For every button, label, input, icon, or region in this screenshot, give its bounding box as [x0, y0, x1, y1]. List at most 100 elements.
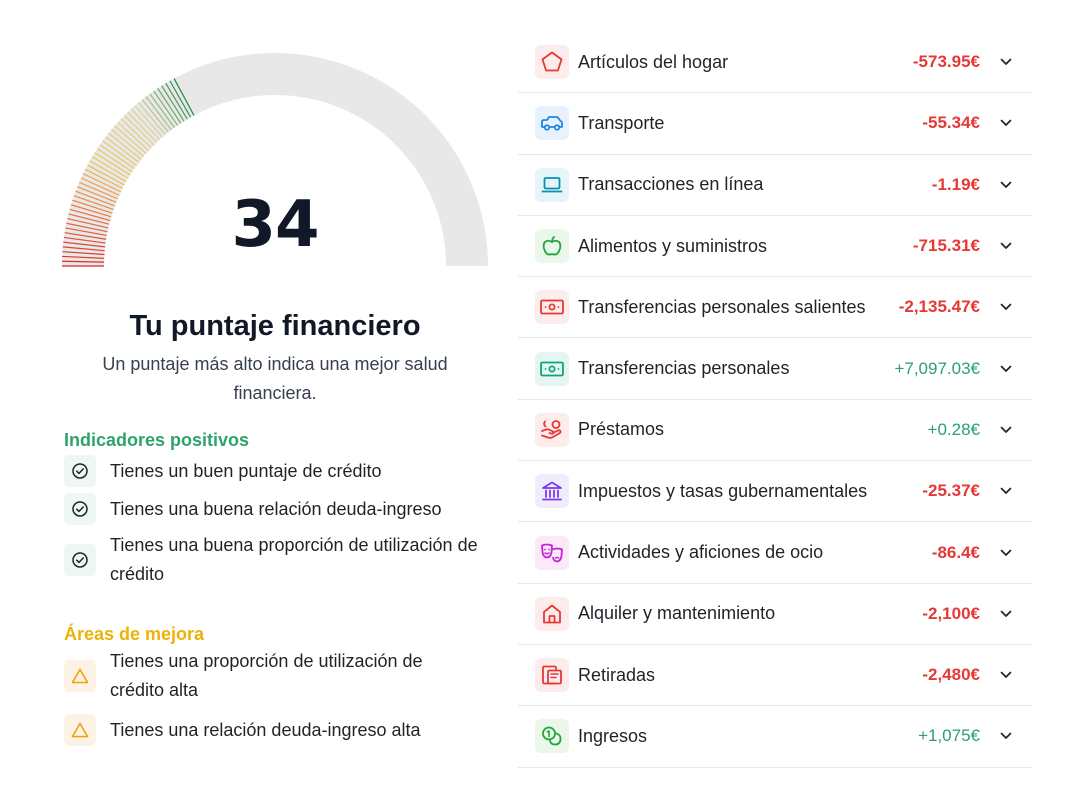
- gauge-tick: [161, 85, 185, 122]
- gauge-tick: [117, 121, 150, 152]
- check-circle-icon: [64, 455, 96, 487]
- gauge-tick: [69, 208, 111, 222]
- gauge-tick: [114, 125, 147, 154]
- gauge-tick: [80, 177, 120, 196]
- gauge-tick: [157, 87, 182, 124]
- gauge-tick: [141, 99, 169, 133]
- gauge-progress: [62, 78, 195, 267]
- improvement-item: Tienes una relación deuda-ingreso alta: [64, 714, 494, 746]
- gauge-tick: [153, 90, 179, 126]
- gauge-tick: [149, 93, 175, 129]
- chevron-down-icon[interactable]: [980, 487, 1032, 495]
- category-amount: -2,100€: [922, 603, 980, 623]
- home-icon: [535, 596, 569, 631]
- gauge-tick: [108, 132, 142, 160]
- category-row[interactable]: Alquiler y mantenimiento -2,100€: [518, 584, 1032, 645]
- category-list: Artículos del hogar -573.95€ Transporte …: [518, 32, 1032, 768]
- gauge-tick: [63, 236, 106, 244]
- gauge-tick: [120, 118, 152, 149]
- positive-indicators-title: Indicadores positivos: [64, 430, 250, 450]
- chevron-down-icon[interactable]: [980, 303, 1032, 311]
- score-title: Tu puntaje financiero: [129, 310, 421, 342]
- category-label: Alimentos y suministros: [578, 235, 768, 256]
- category-row[interactable]: Ingresos +1,075€: [518, 706, 1032, 768]
- gauge-tick: [123, 114, 155, 146]
- chevron-down-icon[interactable]: [980, 610, 1032, 618]
- coins-icon: [535, 719, 569, 754]
- category-label: Retiradas: [578, 664, 656, 685]
- gauge-tick: [67, 218, 109, 229]
- category-label: Transferencias personales: [578, 358, 790, 379]
- hand-coins-icon: [535, 412, 569, 447]
- chevron-down-icon[interactable]: [980, 242, 1032, 250]
- category-row[interactable]: Préstamos +0.28€: [518, 400, 1032, 462]
- gauge-tick: [169, 80, 192, 118]
- score-gauge: [62, 53, 488, 267]
- positive-indicator-item: Tienes una buena relación deuda-ingreso: [64, 493, 494, 525]
- withdraw-icon: [535, 658, 569, 693]
- chevron-down-icon[interactable]: [980, 181, 1032, 189]
- category-amount: -25.37€: [922, 481, 980, 501]
- category-amount: -573.95€: [912, 52, 980, 72]
- gauge-track: [62, 53, 488, 267]
- gauge-tick: [62, 251, 105, 256]
- gauge-tick: [77, 186, 117, 203]
- gauge-tick: [62, 246, 105, 252]
- category-row[interactable]: Artículos del hogar -573.95€: [518, 32, 1032, 94]
- gauge-tick: [62, 255, 105, 259]
- category-amount: +1,075€: [918, 726, 980, 746]
- apple-icon: [535, 229, 569, 264]
- gauge-tick: [63, 241, 106, 248]
- gauge-tick: [111, 129, 145, 157]
- check-circle-icon: [64, 544, 96, 576]
- category-row[interactable]: Actividades y aficiones de ocio -86.4€: [518, 522, 1032, 584]
- category-row[interactable]: Transporte -55.34€: [518, 93, 1032, 155]
- banknote-icon: [535, 290, 569, 325]
- category-label: Transporte: [578, 112, 665, 133]
- category-row[interactable]: Transferencias personales salientes -2,1…: [518, 277, 1032, 339]
- category-label: Préstamos: [578, 419, 665, 440]
- category-label: Alquiler y mantenimiento: [578, 603, 776, 624]
- category-amount: +0.28€: [927, 419, 980, 439]
- category-row[interactable]: Alimentos y suministros -715.31€: [518, 216, 1032, 278]
- gauge-tick: [134, 105, 163, 138]
- gauge-tick: [91, 156, 129, 179]
- car-icon: [535, 106, 569, 141]
- gauge-tick: [89, 160, 127, 183]
- category-row[interactable]: Transferencias personales +7,097.03€: [518, 338, 1032, 400]
- chevron-down-icon[interactable]: [980, 671, 1032, 679]
- chevron-down-icon[interactable]: [980, 365, 1032, 373]
- gauge-tick: [66, 222, 108, 233]
- category-label: Impuestos y tasas gubernamentales: [578, 480, 868, 501]
- bank-icon: [535, 474, 569, 509]
- gauge-tick: [102, 140, 138, 166]
- category-row[interactable]: Retiradas -2,480€: [518, 645, 1032, 707]
- banknote-icon: [535, 351, 569, 386]
- chevron-down-icon[interactable]: [980, 549, 1032, 557]
- gauge-tick: [78, 181, 118, 200]
- gauge-tick: [82, 173, 122, 193]
- gauge-tick: [87, 164, 125, 186]
- category-amount: -2,480€: [922, 665, 980, 685]
- gauge-tick: [68, 213, 110, 225]
- gauge-tick: [65, 227, 107, 237]
- check-circle-icon: [64, 493, 96, 525]
- category-row[interactable]: Impuestos y tasas gubernamentales -25.37…: [518, 461, 1032, 523]
- category-amount: -1.19€: [931, 174, 980, 194]
- gauge-tick: [145, 96, 172, 131]
- improvement-item: Tienes una proporción de utilización de …: [64, 647, 494, 705]
- gauge-tick: [138, 102, 166, 136]
- chevron-down-icon[interactable]: [980, 732, 1032, 740]
- category-label: Actividades y aficiones de ocio: [578, 542, 824, 563]
- chevron-down-icon[interactable]: [980, 58, 1032, 66]
- laptop-icon: [535, 167, 569, 202]
- category-label: Ingresos: [578, 725, 648, 746]
- positive-indicator-item: Tienes un buen puntaje de crédito: [64, 455, 494, 487]
- category-row[interactable]: Transacciones en línea -1.19€: [518, 155, 1032, 216]
- improvement-areas-title: Áreas de mejora: [64, 624, 205, 644]
- gauge-tick: [94, 152, 131, 176]
- chevron-down-icon[interactable]: [980, 119, 1032, 127]
- chevron-down-icon[interactable]: [980, 426, 1032, 434]
- gauge-tick: [99, 144, 135, 170]
- gauge-tick: [84, 168, 123, 189]
